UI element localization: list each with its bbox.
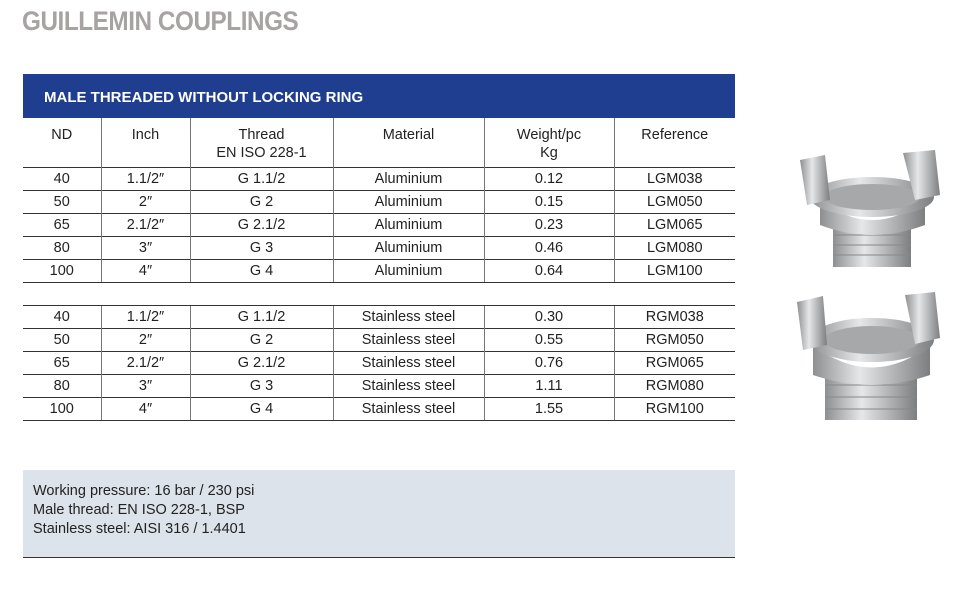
cell-weight: 0.15 [483,189,614,213]
table-row: 80 3″ G 3 Stainless steel 1.11 RGM080 [23,373,735,397]
table-row: 40 1.1/2″ G 1.1/2 Stainless steel 0.30 RGM038 [23,304,735,328]
stainless-coupling-image [797,292,940,420]
cell-inch: 3″ [100,235,190,259]
spec-steel: Stainless steel: AISI 316 / 1.4401 [33,521,246,537]
cell-nd: 100 [23,258,101,283]
cell-inch: 4″ [100,258,190,283]
specs-box: Working pressure: 16 bar / 230 psi Male … [23,470,735,558]
cell-nd: 65 [23,212,101,236]
row-spacer [23,282,735,305]
cell-weight: 0.55 [483,327,614,351]
col-weight: Weight/pc Kg [483,118,614,167]
cell-reference: RGM100 [613,396,735,421]
cell-reference: LGM038 [613,166,735,190]
cell-reference: LGM100 [613,258,735,283]
cell-inch: 1.1/2″ [100,166,190,190]
table-row: 50 2″ G 2 Aluminium 0.15 LGM050 [23,189,735,213]
table-row: 100 4″ G 4 Aluminium 0.64 LGM100 [23,258,735,283]
col-thread: Thread EN ISO 228-1 [189,118,333,167]
cell-material: Aluminium [332,235,484,259]
cell-inch: 2″ [100,189,190,213]
cell-weight: 0.12 [483,166,614,190]
table-row: 65 2.1/2″ G 2.1/2 Aluminium 0.23 LGM065 [23,212,735,236]
cell-reference: LGM050 [613,189,735,213]
cell-weight: 0.64 [483,258,614,283]
cell-thread: G 1.1/2 [189,166,333,190]
cell-material: Stainless steel [332,373,484,397]
cell-inch: 2.1/2″ [100,350,190,374]
cell-reference: LGM065 [613,212,735,236]
cell-material: Stainless steel [332,304,484,328]
cell-thread: G 2.1/2 [189,350,333,374]
cell-weight: 1.55 [483,396,614,421]
spec-pressure: Working pressure: 16 bar / 230 psi [33,483,255,499]
cell-material: Aluminium [332,189,484,213]
cell-thread: G 4 [189,396,333,421]
cell-material: Aluminium [332,166,484,190]
cell-reference: RGM038 [613,304,735,328]
cell-material: Stainless steel [332,396,484,421]
header-weight-unit: Kg [540,145,558,161]
page-title: GUILLEMIN COUPLINGS [22,6,299,36]
cell-material: Stainless steel [332,327,484,351]
cell-inch: 2″ [100,327,190,351]
cell-material: Aluminium [332,258,484,283]
col-material: Material [332,118,484,167]
section-header: MALE THREADED WITHOUT LOCKING RING [23,74,735,118]
cell-inch: 4″ [100,396,190,421]
cell-nd: 65 [23,350,101,374]
table-row: 40 1.1/2″ G 1.1/2 Aluminium 0.12 LGM038 [23,166,735,190]
header-material: Material [382,127,435,143]
table-row: 100 4″ G 4 Stainless steel 1.55 RGM100 [23,396,735,421]
cell-nd: 40 [23,166,101,190]
cell-thread: G 2 [189,189,333,213]
cell-nd: 50 [23,189,101,213]
cell-weight: 0.76 [483,350,614,374]
header-inch: Inch [131,127,160,143]
cell-thread: G 3 [189,373,333,397]
cell-reference: RGM065 [613,350,735,374]
header-nd: ND [51,127,73,143]
header-reference: Reference [641,127,709,143]
cell-inch: 2.1/2″ [100,212,190,236]
header-weight: Weight/pc [516,127,582,143]
cell-thread: G 3 [189,235,333,259]
cell-nd: 80 [23,373,101,397]
cell-weight: 0.23 [483,212,614,236]
col-reference: Reference [613,118,735,167]
cell-weight: 0.30 [483,304,614,328]
col-nd: ND [23,118,101,167]
cell-inch: 3″ [100,373,190,397]
cell-material: Aluminium [332,212,484,236]
cell-thread: G 4 [189,258,333,283]
header-thread-std: EN ISO 228-1 [216,145,307,161]
table-row: 80 3″ G 3 Aluminium 0.46 LGM080 [23,235,735,259]
cell-nd: 40 [23,304,101,328]
table-row: 65 2.1/2″ G 2.1/2 Stainless steel 0.76 RGM065 [23,350,735,374]
cell-reference: RGM050 [613,327,735,351]
cell-inch: 1.1/2″ [100,304,190,328]
cell-material: Stainless steel [332,350,484,374]
cell-weight: 0.46 [483,235,614,259]
cell-reference: RGM080 [613,373,735,397]
cell-nd: 80 [23,235,101,259]
cell-nd: 50 [23,327,101,351]
cell-thread: G 1.1/2 [189,304,333,328]
table-row: 50 2″ G 2 Stainless steel 0.55 RGM050 [23,327,735,351]
cell-weight: 1.11 [483,373,614,397]
cell-thread: G 2.1/2 [189,212,333,236]
cell-thread: G 2 [189,327,333,351]
cell-nd: 100 [23,396,101,421]
header-thread: Thread [238,127,285,143]
aluminium-coupling-image [800,150,940,267]
col-inch: Inch [100,118,190,167]
spec-thread: Male thread: EN ISO 228-1, BSP [33,502,245,518]
cell-reference: LGM080 [613,235,735,259]
product-table: ND Inch Thread EN ISO 228-1 Material Weig… [23,118,735,421]
